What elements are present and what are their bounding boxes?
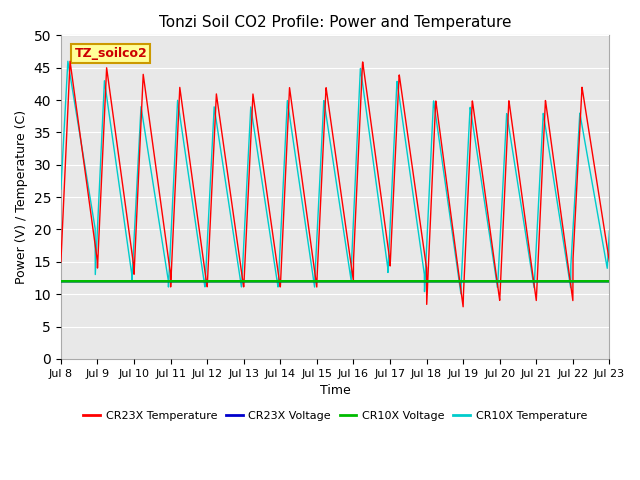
Y-axis label: Power (V) / Temperature (C): Power (V) / Temperature (C) [15,110,28,284]
Title: Tonzi Soil CO2 Profile: Power and Temperature: Tonzi Soil CO2 Profile: Power and Temper… [159,15,511,30]
Text: TZ_soilco2: TZ_soilco2 [75,47,147,60]
Legend: CR23X Temperature, CR23X Voltage, CR10X Voltage, CR10X Temperature: CR23X Temperature, CR23X Voltage, CR10X … [79,407,591,425]
X-axis label: Time: Time [320,384,351,397]
